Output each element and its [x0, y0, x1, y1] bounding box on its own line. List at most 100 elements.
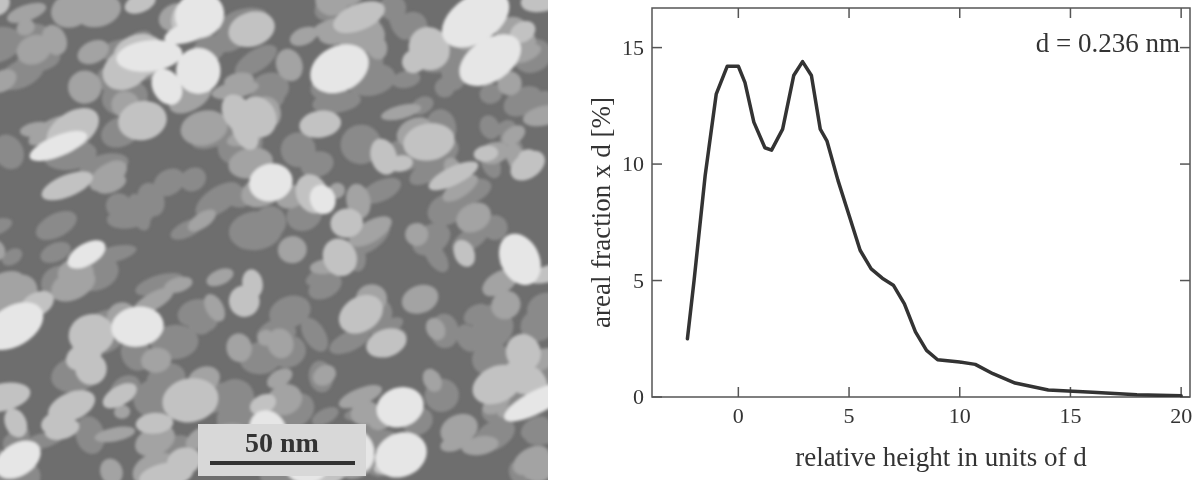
stm-grain [31, 205, 81, 246]
stm-grain [65, 67, 105, 106]
y-tick-right [1180, 280, 1190, 282]
stm-grain [275, 233, 309, 266]
x-tick-label: 5 [844, 403, 855, 428]
stm-grain [401, 218, 433, 250]
micrograph [0, 0, 548, 480]
stm-grain [272, 45, 308, 85]
y-tick-right [1180, 163, 1190, 165]
stm-grain [433, 76, 455, 98]
stm-grain [432, 0, 520, 59]
stm-grain [162, 16, 215, 49]
plot-area [687, 62, 1181, 396]
stm-grain [139, 346, 173, 375]
stm-grain [12, 29, 56, 69]
figure: 50 nm05101520051015d = 0.236 nmrelative … [0, 0, 1197, 480]
stm-grain [505, 145, 548, 187]
stm-grain [240, 268, 265, 300]
stm-grain [309, 361, 340, 390]
stm-grain [46, 262, 101, 309]
stm-grain [302, 35, 377, 103]
x-tick-label: 0 [733, 403, 744, 428]
stm-grain [263, 364, 295, 393]
stm-grain [124, 191, 155, 234]
stm-grain [388, 154, 414, 173]
stm-grain [137, 458, 196, 480]
stm-grain [298, 108, 343, 140]
x-tick-top [959, 8, 961, 18]
stm-grain [224, 331, 254, 364]
stm-grain [398, 45, 431, 77]
distribution-curve [687, 62, 1181, 396]
stm-grain [425, 156, 482, 196]
y-tick [652, 163, 662, 165]
stm-grain [371, 381, 429, 434]
stm-grain [473, 144, 499, 163]
stm-grain [419, 366, 446, 395]
scale-bar-label: 50 nm [245, 427, 319, 458]
y-tick [652, 280, 662, 282]
stm-grain [39, 409, 76, 438]
stm-grain [379, 101, 422, 124]
stm-grain [46, 0, 95, 33]
stm-grain [200, 290, 230, 324]
stm-grain [0, 405, 31, 441]
stm-grain [332, 287, 390, 341]
y-tick [652, 47, 662, 49]
stm-grain [226, 111, 264, 154]
stm-grain [435, 408, 482, 451]
stm-grain [63, 234, 110, 274]
x-tick-top [848, 8, 850, 18]
stm-grain [256, 328, 276, 347]
stm-grain [135, 411, 174, 435]
stm-grain [491, 227, 548, 292]
x-tick-label: 20 [1170, 403, 1192, 428]
x-tick [738, 387, 740, 397]
stm-grain [499, 375, 548, 429]
stm-grain [148, 163, 190, 202]
x-tick-top [738, 8, 740, 18]
stm-grain [122, 0, 159, 18]
stm-grain [521, 102, 548, 130]
stm-grain [317, 233, 363, 282]
stm-grain [97, 455, 127, 480]
stm-grain [109, 303, 167, 350]
y-tick-right [1180, 47, 1190, 49]
stm-grain [99, 378, 141, 413]
stm-grain [398, 280, 443, 319]
stm-grain [0, 236, 9, 264]
stm-grain [5, 0, 49, 27]
y-tick-label: 10 [622, 151, 644, 176]
stm-grain [368, 424, 434, 480]
stm-grain [0, 292, 52, 360]
stm-grain [35, 211, 77, 237]
x-axis-title: relative height in units of d [795, 442, 1087, 472]
micrograph-background [0, 0, 548, 480]
stm-grain [306, 181, 340, 218]
x-tick-label: 15 [1059, 403, 1081, 428]
scale-bar-background [198, 424, 366, 476]
stm-grain [204, 265, 236, 290]
stm-grain [227, 208, 285, 253]
stm-grain [0, 433, 48, 480]
scale-bar [210, 461, 355, 465]
stm-grain [0, 214, 15, 240]
stm-grain [115, 97, 170, 144]
y-tick-label: 0 [633, 384, 644, 409]
stm-grain [362, 324, 410, 363]
stm-grain [245, 159, 297, 206]
y-tick-label: 5 [633, 268, 644, 293]
y-tick-label: 15 [622, 35, 644, 60]
stm-grain [65, 310, 118, 360]
stm-grain [449, 237, 479, 271]
x-tick-top [1070, 8, 1072, 18]
plot-frame [652, 8, 1190, 397]
stm-grain [515, 147, 540, 172]
stm-grain [93, 424, 136, 445]
grains [0, 0, 548, 480]
stm-grain [328, 206, 365, 240]
stm-grain [38, 166, 97, 207]
x-tick-top [1180, 8, 1182, 18]
stm-grain [145, 63, 188, 110]
stm-grain [184, 205, 219, 235]
stm-grain [518, 0, 548, 17]
